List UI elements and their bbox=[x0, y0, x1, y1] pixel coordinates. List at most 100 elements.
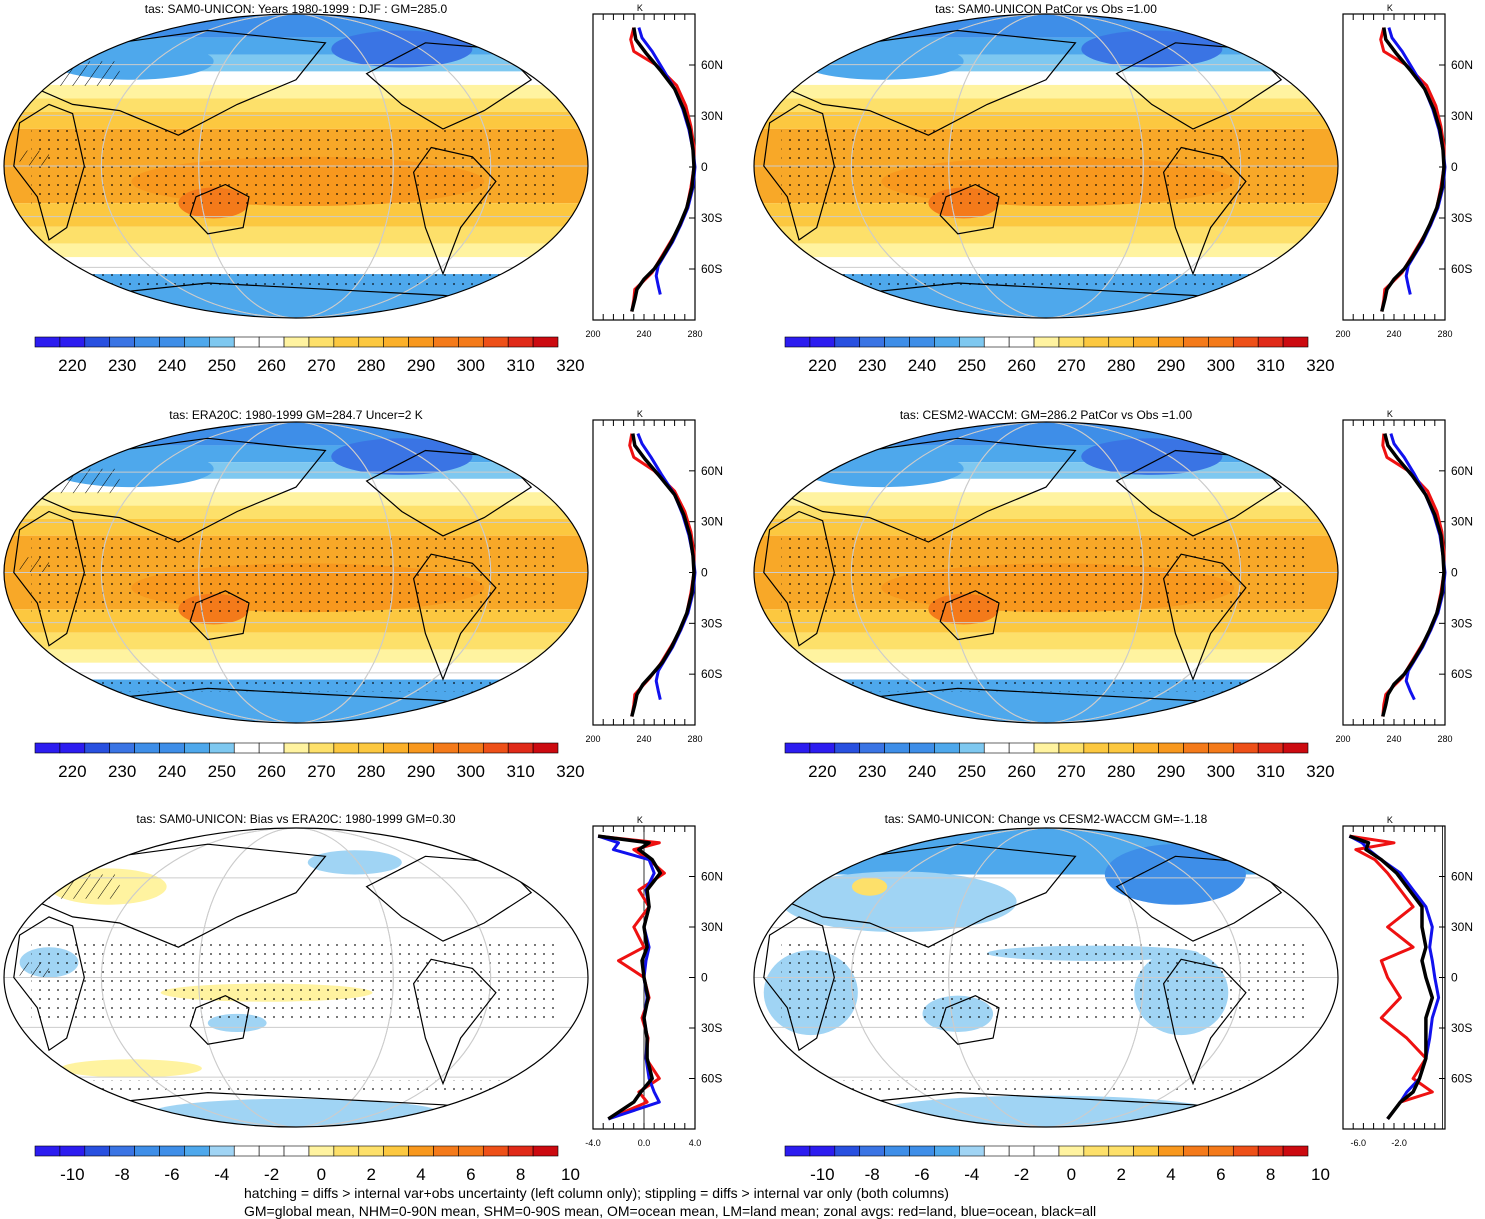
colorbar-label: 290 bbox=[407, 356, 435, 375]
profile-line-land bbox=[1349, 834, 1434, 1120]
profile-xtick-label: 4.0 bbox=[689, 1138, 702, 1148]
profile-xtick-label: -4.0 bbox=[585, 1138, 601, 1148]
colorbar-label: 230 bbox=[858, 762, 886, 781]
colorbar-label: 280 bbox=[1107, 356, 1135, 375]
colorbar-label: 220 bbox=[808, 356, 836, 375]
map-p6 bbox=[753, 827, 1339, 1128]
profile-unit: K bbox=[637, 409, 643, 419]
colorbar-label: -10 bbox=[810, 1165, 835, 1184]
profile-unit: K bbox=[637, 3, 643, 13]
profile-line-all bbox=[1380, 27, 1446, 312]
colorbar-label: 250 bbox=[958, 762, 986, 781]
profile-line-all bbox=[597, 834, 663, 1121]
profile-unit: K bbox=[1387, 815, 1393, 825]
profile-lat-label: 0 bbox=[1451, 160, 1458, 174]
profile-lat-label: 30S bbox=[701, 1021, 722, 1035]
colorbar-label: 230 bbox=[108, 356, 136, 375]
profile-lat-label: 60N bbox=[1451, 464, 1473, 478]
profile-lat-label: 30S bbox=[1451, 616, 1472, 630]
profile-lat-label: 30N bbox=[1451, 515, 1473, 529]
map-p2 bbox=[753, 13, 1339, 319]
colorbar-label: 240 bbox=[158, 356, 186, 375]
profile-lat-label: 30N bbox=[701, 109, 723, 123]
colorbar-p6: -10 -8 -6 -4 -2 0 2 4 6 8 10 bbox=[784, 1145, 1330, 1184]
profile-lat-label: 30S bbox=[701, 616, 722, 630]
colorbar-label: 0 bbox=[317, 1165, 326, 1184]
colorbar-label: 320 bbox=[1306, 762, 1334, 781]
panel-title-p5: tas: SAM0-UNICON: Bias vs ERA20C: 1980-1… bbox=[136, 812, 456, 826]
colorbar-label: 280 bbox=[357, 762, 385, 781]
colorbar-label: 270 bbox=[307, 762, 335, 781]
colorbar-label: 300 bbox=[1207, 356, 1235, 375]
zonal-profile-p5: 60N 30N 0 30S 60S K -4.0 0.0 4.0 bbox=[585, 815, 723, 1148]
colorbar-p1: 220 230 240 250 260 270 280 290 300 310 320 bbox=[34, 336, 585, 375]
colorbar-label: 240 bbox=[908, 762, 936, 781]
profile-lat-label: 0 bbox=[1451, 971, 1458, 985]
colorbar-label: 280 bbox=[1107, 762, 1135, 781]
colorbar-label: 260 bbox=[257, 762, 285, 781]
colorbar-label: -8 bbox=[115, 1165, 130, 1184]
profile-line-all bbox=[630, 433, 696, 717]
profile-xtick-label: -2.0 bbox=[1391, 1138, 1407, 1148]
profile-xtick-label: 200 bbox=[1335, 329, 1350, 339]
colorbar-label: 230 bbox=[858, 356, 886, 375]
colorbar-label: 320 bbox=[556, 762, 584, 781]
colorbar-label: 220 bbox=[808, 762, 836, 781]
panel-title-p3: tas: ERA20C: 1980-1999 GM=284.7 Uncer=2 … bbox=[169, 408, 423, 422]
profile-lat-label: 0 bbox=[701, 971, 708, 985]
colorbar-label: 290 bbox=[407, 762, 435, 781]
colorbar-label: 260 bbox=[257, 356, 285, 375]
colorbar-label: 260 bbox=[1007, 356, 1035, 375]
profile-lat-label: 60N bbox=[1451, 870, 1473, 884]
colorbar-label: 220 bbox=[58, 762, 86, 781]
colorbar-label: 8 bbox=[1266, 1165, 1275, 1184]
profile-xtick-label: 0.0 bbox=[638, 1138, 651, 1148]
colorbar-label: 2 bbox=[366, 1165, 375, 1184]
profile-xtick-label: 200 bbox=[585, 734, 600, 744]
colorbar-label: 300 bbox=[457, 762, 485, 781]
profile-xtick-label: 200 bbox=[585, 329, 600, 339]
profile-lat-label: 30S bbox=[1451, 211, 1472, 225]
profile-lat-label: 60S bbox=[701, 262, 722, 276]
profile-lat-label: 60N bbox=[701, 464, 723, 478]
profile-lat-label: 0 bbox=[701, 566, 708, 580]
footer-line-1: hatching = diffs > internal var+obs unce… bbox=[244, 1185, 949, 1201]
profile-unit: K bbox=[637, 815, 643, 825]
zonal-profile-p2: 60N 30N 0 30S 60S K 200 240 280 bbox=[1335, 3, 1473, 339]
colorbar-label: 300 bbox=[457, 356, 485, 375]
zonal-profile-p1: 60N 30N 0 30S 60S K 200 240 280 bbox=[585, 3, 723, 339]
map-p4 bbox=[753, 421, 1339, 724]
colorbar-label: -4 bbox=[964, 1165, 979, 1184]
profile-lat-label: 30N bbox=[701, 515, 723, 529]
colorbar-label: 290 bbox=[1157, 762, 1185, 781]
profile-lat-label: 0 bbox=[701, 160, 708, 174]
panel-title-p2: tas: SAM0-UNICON PatCor vs Obs =1.00 bbox=[935, 2, 1157, 16]
profile-lat-label: 60N bbox=[1451, 58, 1473, 72]
profile-xtick-label: 240 bbox=[636, 329, 651, 339]
profile-unit: K bbox=[1387, 3, 1393, 13]
colorbar-label: 310 bbox=[506, 762, 534, 781]
profile-xtick-label: 240 bbox=[1386, 329, 1401, 339]
colorbar-label: 250 bbox=[208, 762, 236, 781]
zonal-profile-p4: 60N 30N 0 30S 60S K 200 240 280 bbox=[1335, 409, 1473, 744]
colorbar-label: 310 bbox=[1256, 356, 1284, 375]
colorbar-label: 6 bbox=[466, 1165, 475, 1184]
profile-xtick-label: 280 bbox=[687, 734, 702, 744]
profile-xtick-label: 280 bbox=[1437, 734, 1452, 744]
profile-lat-label: 30S bbox=[701, 211, 722, 225]
profile-lat-label: 60S bbox=[701, 667, 722, 681]
colorbar-label: 240 bbox=[158, 762, 186, 781]
colorbar-label: -8 bbox=[865, 1165, 880, 1184]
zonal-profile-p3: 60N 30N 0 30S 60S K 200 240 280 bbox=[585, 409, 723, 744]
colorbar-label: 10 bbox=[561, 1165, 580, 1184]
colorbar-label: 230 bbox=[108, 762, 136, 781]
colorbar-label: 2 bbox=[1116, 1165, 1125, 1184]
profile-line-all bbox=[1348, 834, 1435, 1120]
colorbar-label: 320 bbox=[556, 356, 584, 375]
profile-lat-label: 60N bbox=[701, 58, 723, 72]
footer-line-2: GM=global mean, NHM=0-90N mean, SHM=0-90… bbox=[244, 1203, 1097, 1219]
profile-lat-label: 0 bbox=[1451, 566, 1458, 580]
panel-title-p4: tas: CESM2-WACCM: GM=286.2 PatCor vs Obs… bbox=[899, 408, 1193, 422]
profile-xtick-label: 200 bbox=[1335, 734, 1350, 744]
colorbar-p5: -10 -8 -6 -4 -2 0 2 4 6 8 10 bbox=[34, 1145, 580, 1184]
